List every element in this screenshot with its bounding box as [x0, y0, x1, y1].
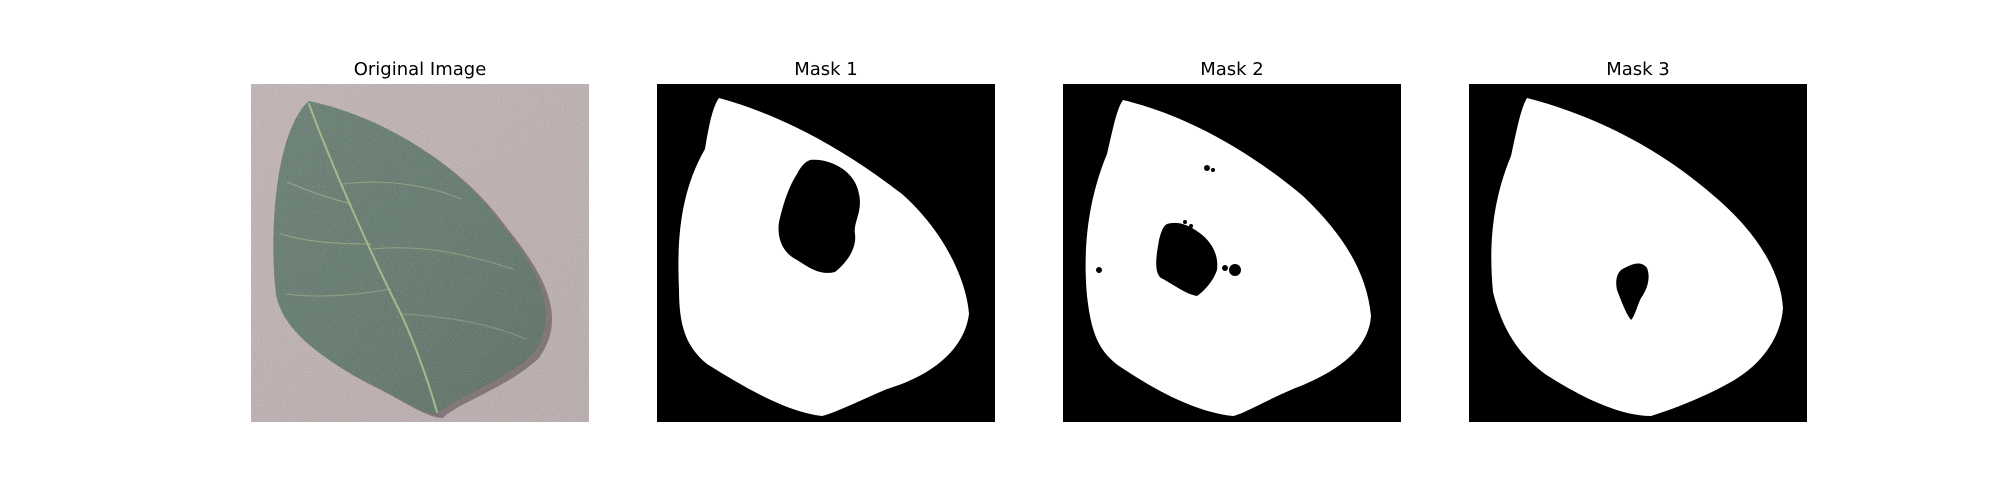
mask-hole: [778, 159, 860, 273]
mask-speckles: [1096, 165, 1241, 276]
panel-title: Mask 2: [1200, 59, 1264, 80]
mask-1-image: [657, 84, 995, 422]
panel-mask-3: Mask 3: [1469, 58, 1807, 424]
panel-original-image: Original Image: [251, 58, 589, 424]
mask-foreground: [1491, 98, 1783, 416]
panel-mask-2: Mask 2: [1063, 58, 1401, 424]
panel-title: Mask 3: [1606, 59, 1670, 80]
mask-3-image: [1469, 84, 1807, 422]
leaf-veins: [280, 103, 527, 413]
panel-mask-1: Mask 1: [657, 58, 995, 424]
panel-title: Original Image: [353, 59, 487, 80]
mask-2-image: [1063, 84, 1401, 422]
mask-hole: [1156, 222, 1218, 296]
mask-foreground: [1085, 100, 1371, 416]
leaf-blade: [273, 101, 547, 414]
panel-title: Mask 1: [794, 59, 858, 80]
mask-hole: [1616, 263, 1649, 320]
original-leaf-photo: [251, 84, 589, 422]
